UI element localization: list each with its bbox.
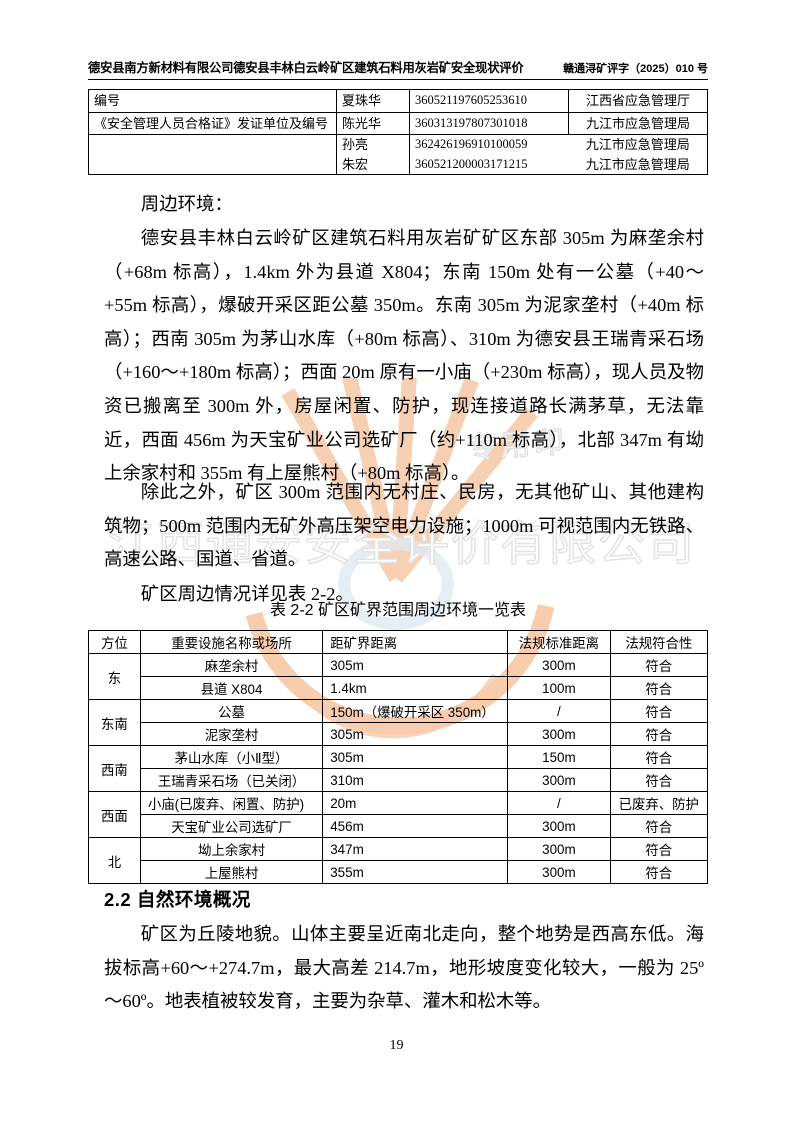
table-row: 朱宏 360521200003171215 九江市应急管理局	[88, 154, 708, 176]
table-row: 东 麻垄余村 305m 300m 符合	[88, 653, 709, 700]
table-row: 孙亮 362426196910100059 九江市应急管理局	[88, 134, 708, 155]
cell-compliance: 符合	[609, 860, 709, 884]
cell-distance: 310m	[322, 768, 509, 792]
column-header-standard: 法规标准距离	[507, 630, 611, 654]
cell-distance: 1.4km	[322, 676, 509, 700]
table-row: 天宝矿业公司选矿厂 456m 300m 符合	[89, 814, 709, 838]
cell-distance: 355m	[322, 860, 509, 884]
cell-standard: /	[507, 699, 611, 723]
table-row: 《安全管理人员合格证》发证单位及编号 陈光华 36031319780730101…	[88, 111, 708, 136]
cert-row-spacer	[88, 134, 337, 155]
page-header: 德安县南方新材料有限公司德安县丰林白云岭矿区建筑石料用灰岩矿安全现状评价 赣通浔…	[88, 58, 708, 76]
cell-distance: 150m（爆破开采区 350m）	[322, 699, 509, 723]
cell-compliance: 符合	[609, 768, 709, 792]
paragraph-surrounding-environment: 德安县丰林白云岭矿区建筑石料用灰岩矿矿区东部 305m 为麻垄余村（+68m 标…	[104, 228, 704, 484]
page-number: 19	[389, 1038, 404, 1053]
cell-facility: 小庙(已废弃、闲置、防护)	[139, 791, 324, 815]
cell-direction: 西面	[88, 791, 141, 838]
cell-compliance: 符合	[609, 722, 709, 746]
header-divider	[88, 79, 708, 80]
cert-row2-label: 《安全管理人员合格证》发证单位及编号	[88, 111, 337, 136]
section-heading-2-2: 2.2 自然环境概况	[104, 889, 251, 910]
cell-facility: 茅山水库（小Ⅱ型）	[139, 745, 324, 769]
cert-name: 夏珠华	[336, 89, 410, 113]
cell-standard: 300m	[507, 837, 611, 861]
cert-code: 360521200003171215	[409, 154, 569, 176]
cell-compliance: 符合	[609, 745, 709, 769]
cert-org: 九江市应急管理局	[568, 134, 708, 155]
table-row: 东南 公墓 150m（爆破开采区 350m） / 符合	[88, 699, 709, 746]
cert-name: 孙亮	[336, 134, 410, 155]
column-header-distance: 距矿界距离	[322, 630, 509, 654]
paragraph-table-reference: 矿区周边情况详见表 2-2。	[140, 584, 354, 604]
cell-compliance: 符合	[609, 814, 709, 838]
paragraph-natural-environment: 矿区为丘陵地貌。山体主要呈近南北走向，整个地势是西高东低。海拔标高+60～+27…	[104, 924, 704, 1012]
cell-distance: 305m	[322, 653, 509, 677]
cert-row-spacer	[88, 154, 337, 176]
cert-code: 360313197807301018	[409, 111, 569, 136]
table-row: 上屋熊村 355m 300m 符合	[89, 860, 709, 884]
column-header-direction: 方位	[88, 630, 141, 654]
table-row: 西南 茅山水库（小Ⅱ型） 305m 150m 符合	[88, 745, 709, 792]
paragraph-lead: 周边环境：	[140, 194, 233, 214]
cert-row1-label: 编号	[88, 89, 337, 113]
cell-distance: 456m	[322, 814, 509, 838]
column-header-facility: 重要设施名称或场所	[139, 630, 324, 654]
cell-standard: 300m	[507, 860, 611, 884]
cell-standard: 300m	[507, 814, 611, 838]
cell-facility: 天宝矿业公司选矿厂	[139, 814, 324, 838]
header-title: 德安县南方新材料有限公司德安县丰林白云岭矿区建筑石料用灰岩矿安全现状评价	[88, 61, 524, 75]
cell-distance: 347m	[322, 837, 509, 861]
cell-distance: 20m	[322, 791, 509, 815]
cell-standard: 300m	[507, 653, 611, 677]
cert-org: 九江市应急管理局	[568, 154, 708, 176]
cell-direction: 东南	[88, 699, 141, 746]
cell-distance: 305m	[322, 722, 509, 746]
cell-facility: 县道 X804	[139, 676, 324, 700]
cell-compliance: 符合	[609, 837, 709, 861]
certificate-table: 编号 夏珠华 360521197605253610 江西省应急管理厅 《安全管理…	[88, 89, 708, 176]
cell-facility: 上屋熊村	[139, 860, 324, 884]
cell-direction: 北	[88, 837, 141, 884]
cell-direction: 西南	[88, 745, 141, 792]
cert-code: 360521197605253610	[409, 89, 569, 113]
cell-compliance: 符合	[609, 653, 709, 677]
column-header-compliance: 法规符合性	[609, 630, 709, 654]
cell-standard: 150m	[507, 745, 611, 769]
cert-org: 江西省应急管理厅	[568, 89, 708, 113]
cert-name: 朱宏	[336, 154, 410, 176]
table-caption: 表 2-2 矿区矿界范围周边环境一览表	[269, 602, 527, 619]
cell-standard: /	[507, 791, 611, 815]
table-row: 王瑞青采石场（已关闭） 310m 300m 符合	[89, 768, 709, 792]
cell-standard: 300m	[507, 722, 611, 746]
cert-name: 陈光华	[336, 111, 410, 136]
cert-org: 九江市应急管理局	[568, 111, 708, 136]
cell-compliance: 已废弃、防护	[609, 791, 709, 815]
cell-standard: 300m	[507, 768, 611, 792]
cell-facility: 坳上余家村	[139, 837, 324, 861]
cell-facility: 公墓	[139, 699, 324, 723]
cert-code: 362426196910100059	[415, 137, 528, 152]
cell-distance: 305m	[322, 745, 509, 769]
cell-compliance: 符合	[609, 699, 709, 723]
cell-direction: 东	[88, 653, 141, 700]
cell-facility: 王瑞青采石场（已关闭）	[139, 768, 324, 792]
paragraph-additional-notes: 除此之外，矿区 300m 范围内无村庄、民房，无其他矿山、其他建构筑物；500m…	[104, 482, 704, 570]
table-row: 县道 X804 1.4km 100m 符合	[89, 676, 709, 700]
cell-compliance: 符合	[609, 676, 709, 700]
table-row: 北 坳上余家村 347m 300m 符合	[88, 837, 709, 884]
cell-facility: 麻垄余村	[139, 653, 324, 677]
header-document-code: 赣通浔矿评字（2025）010 号	[563, 63, 708, 75]
table-row: 西面 小庙(已废弃、闲置、防护) 20m / 已废弃、防护	[88, 791, 709, 838]
table-row: 泥家垄村 305m 300m 符合	[89, 722, 709, 746]
table-row: 编号 夏珠华 360521197605253610 江西省应急管理厅	[88, 89, 708, 113]
table-header-row: 方位 重要设施名称或场所 距矿界距离 法规标准距离 法规符合性	[88, 630, 709, 654]
surrounding-environment-table: 方位 重要设施名称或场所 距矿界距离 法规标准距离 法规符合性 东 麻垄余村 3…	[88, 630, 709, 884]
cell-facility: 泥家垄村	[139, 722, 324, 746]
cell-standard: 100m	[507, 676, 611, 700]
